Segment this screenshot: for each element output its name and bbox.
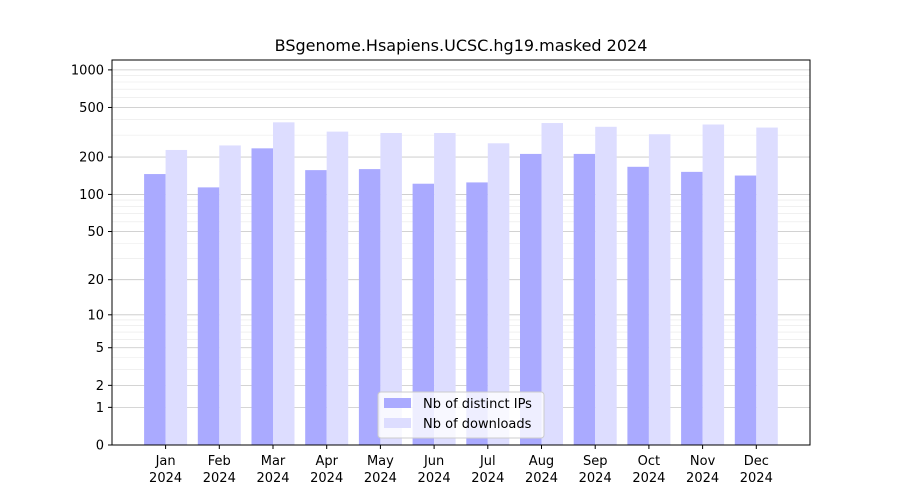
- y-tick-label: 100: [79, 188, 104, 203]
- y-tick-label: 10: [87, 308, 104, 323]
- bar-distinct-ips: [734, 175, 757, 445]
- bar-downloads: [273, 122, 295, 446]
- bar-downloads: [648, 134, 671, 445]
- y-axis-ticks: 0 1 2 5 10 20 50 100 200 500 1000: [71, 63, 112, 454]
- x-tick-label-year: 2024: [203, 471, 236, 486]
- x-tick-label-year: 2024: [310, 471, 343, 486]
- bar-distinct-ips: [520, 153, 542, 445]
- x-tick-label-month: Sep: [583, 454, 608, 469]
- x-tick-label-month: Aug: [529, 454, 554, 469]
- x-tick-label-month: Dec: [744, 454, 769, 469]
- x-tick-label-year: 2024: [364, 471, 397, 486]
- x-tick-label-year: 2024: [525, 471, 558, 486]
- bar-downloads: [702, 124, 725, 446]
- y-tick-label: 500: [79, 101, 104, 116]
- x-tick-label-year: 2024: [149, 471, 182, 486]
- bar-distinct-ips: [681, 171, 703, 445]
- bar-distinct-ips: [466, 182, 488, 445]
- x-tick-label-year: 2024: [686, 471, 719, 486]
- y-tick-label: 1000: [71, 63, 104, 78]
- y-tick-label: 1: [96, 401, 104, 416]
- y-tick-label: 20: [87, 273, 104, 288]
- legend-swatch-downloads: [384, 418, 411, 428]
- x-axis-ticks: Jan 2024 Feb 2024 Mar 2024 Apr 2024 May 2024 Jun 20…: [149, 445, 773, 486]
- y-tick-label: 5: [96, 341, 104, 356]
- legend-label-distinct-ips: Nb of distinct IPs: [423, 397, 532, 412]
- bar-distinct-ips: [305, 170, 327, 445]
- legend-label-downloads: Nb of downloads: [423, 417, 532, 432]
- bar-downloads: [380, 133, 402, 445]
- x-tick-label-month: Apr: [315, 454, 338, 469]
- y-tick-label: 50: [87, 225, 104, 240]
- x-tick-label-month: Mar: [261, 454, 286, 469]
- x-tick-label-year: 2024: [632, 471, 665, 486]
- legend-box: [377, 391, 545, 439]
- x-tick-label-month: Jul: [479, 454, 496, 469]
- y-tick-label: 2: [96, 379, 104, 394]
- bar-distinct-ips: [197, 187, 220, 445]
- x-tick-label-month: May: [367, 454, 394, 469]
- bar-distinct-ips: [358, 169, 381, 445]
- bar-distinct-ips: [573, 153, 596, 445]
- bars: [144, 122, 778, 446]
- x-tick-label-month: Oct: [638, 454, 660, 469]
- legend-swatch-distinct-ips: [384, 398, 411, 408]
- legend: Nb of distinct IPs Nb of downloads: [377, 391, 545, 439]
- x-tick-label-year: 2024: [256, 471, 289, 486]
- bar-downloads: [487, 143, 510, 445]
- x-tick-label-month: Nov: [690, 454, 716, 469]
- y-tick-label: 0: [96, 439, 104, 454]
- x-tick-label-month: Jun: [423, 454, 444, 469]
- x-tick-label-year: 2024: [740, 471, 773, 486]
- bar-downloads: [219, 145, 241, 445]
- x-tick-label-month: Feb: [208, 454, 231, 469]
- x-tick-label-year: 2024: [579, 471, 612, 486]
- x-tick-label-month: Jan: [155, 454, 176, 469]
- chart-title: BSgenome.Hsapiens.UCSC.hg19.masked 2024: [275, 36, 648, 55]
- x-tick-label-year: 2024: [471, 471, 504, 486]
- bar-distinct-ips: [627, 166, 649, 446]
- bar-downloads: [326, 131, 349, 445]
- bar-downloads: [541, 123, 563, 446]
- bar-downloads: [165, 149, 188, 445]
- bar-distinct-ips: [412, 183, 435, 446]
- bar-distinct-ips: [251, 148, 273, 445]
- plot-frame: [111, 59, 811, 446]
- bar-downloads: [434, 133, 456, 445]
- x-tick-label-year: 2024: [418, 471, 451, 486]
- bar-distinct-ips: [144, 174, 166, 445]
- bar-downloads: [595, 126, 617, 445]
- bar-downloads: [756, 127, 778, 445]
- y-tick-label: 200: [79, 151, 104, 166]
